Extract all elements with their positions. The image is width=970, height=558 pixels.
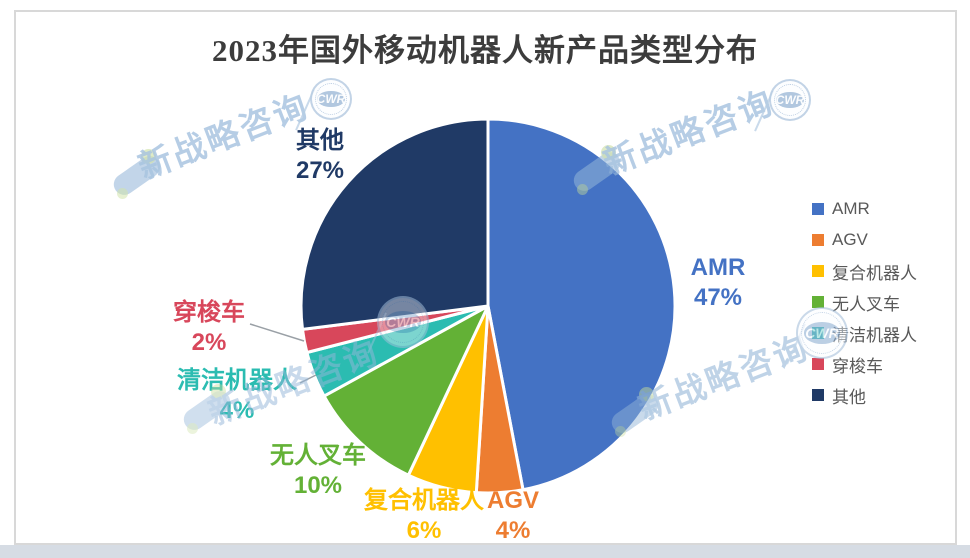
legend-swatch <box>812 203 824 215</box>
legend-label: 其他 <box>832 387 866 407</box>
pie-slice-unmanned-forklift <box>322 304 490 477</box>
bottom-edge-strip <box>0 545 970 558</box>
legend-label: 清洁机器人 <box>832 325 917 345</box>
watermark-cwr-badge: CWR <box>796 307 848 359</box>
callout-agv: AGV 4% <box>463 486 563 546</box>
watermark-logo-dot <box>211 384 226 399</box>
callout-label: 复合机器人 <box>364 487 484 514</box>
callout-value: 2% <box>191 329 227 356</box>
callout-label: 穿梭车 <box>173 299 245 326</box>
watermark-logo-dot <box>141 149 156 164</box>
watermark-logo-dot <box>577 184 588 195</box>
callout-value: 4% <box>495 517 531 544</box>
callout-shuttle: 穿梭车 2% <box>149 298 269 358</box>
legend-swatch <box>812 265 824 277</box>
pie-slice-other <box>299 117 490 331</box>
callout-composite-robot: 复合机器人 6% <box>344 486 504 546</box>
legend-item-other: 其他 <box>812 386 917 407</box>
callout-unmanned-forklift: 无人叉车 10% <box>258 441 378 501</box>
legend-item-agv: AGV <box>812 230 917 249</box>
callout-value: 10% <box>293 472 343 499</box>
callout-label: AMR <box>690 254 746 281</box>
callout-value: 27% <box>295 157 345 184</box>
callout-label: 其他 <box>296 127 344 154</box>
pie-slice-amr <box>486 117 677 492</box>
watermark-logo-dot <box>639 387 654 402</box>
watermark-cwr-badge: CWR <box>310 78 352 120</box>
legend-label: 穿梭车 <box>832 356 883 376</box>
watermark-logo-dot <box>615 426 626 437</box>
callout-label: 无人叉车 <box>270 442 366 469</box>
legend-item-composite-robot: 复合机器人 <box>812 262 917 283</box>
callout-value: 47% <box>693 284 743 311</box>
watermark-cwr-text: CWR <box>385 311 421 333</box>
watermark-cwr-text: CWR <box>316 90 346 108</box>
legend-label: AMR <box>832 199 870 218</box>
callout-amr: AMR 47% <box>658 253 778 313</box>
watermark-cwr-badge: CWR <box>377 296 429 348</box>
callout-value: 6% <box>406 517 442 544</box>
legend-label: 复合机器人 <box>832 263 917 283</box>
watermark-logo-dot <box>601 145 616 160</box>
callout-other: 其他 27% <box>260 126 380 186</box>
legend-item-unmanned-forklift: 无人叉车 <box>812 293 917 314</box>
leader-line-0 <box>249 323 305 342</box>
watermark-cwr-text: CWR <box>775 91 805 109</box>
legend-label: AGV <box>832 230 868 249</box>
watermark-logo-dot <box>117 188 128 199</box>
callout-label: 清洁机器人 <box>177 367 297 394</box>
chart-border <box>14 10 957 545</box>
legend-swatch <box>812 234 824 246</box>
legend-swatch <box>812 296 824 308</box>
legend-label: 无人叉车 <box>832 294 900 314</box>
chart-title: 2023年国外移动机器人新产品类型分布 <box>212 33 758 68</box>
legend-item-amr: AMR <box>812 199 917 218</box>
legend-item-shuttle: 穿梭车 <box>812 355 917 376</box>
watermark-logo-dot <box>187 423 198 434</box>
callout-label: AGV <box>486 487 539 514</box>
watermark-cwr-badge: CWR <box>769 79 811 121</box>
legend-swatch <box>812 389 824 401</box>
leader-line-1 <box>299 374 317 384</box>
callout-cleaning-robot: 清洁机器人 4% <box>157 366 317 426</box>
watermark-cwr-text: CWR <box>804 322 840 344</box>
legend-swatch <box>812 358 824 370</box>
callout-value: 4% <box>219 397 255 424</box>
